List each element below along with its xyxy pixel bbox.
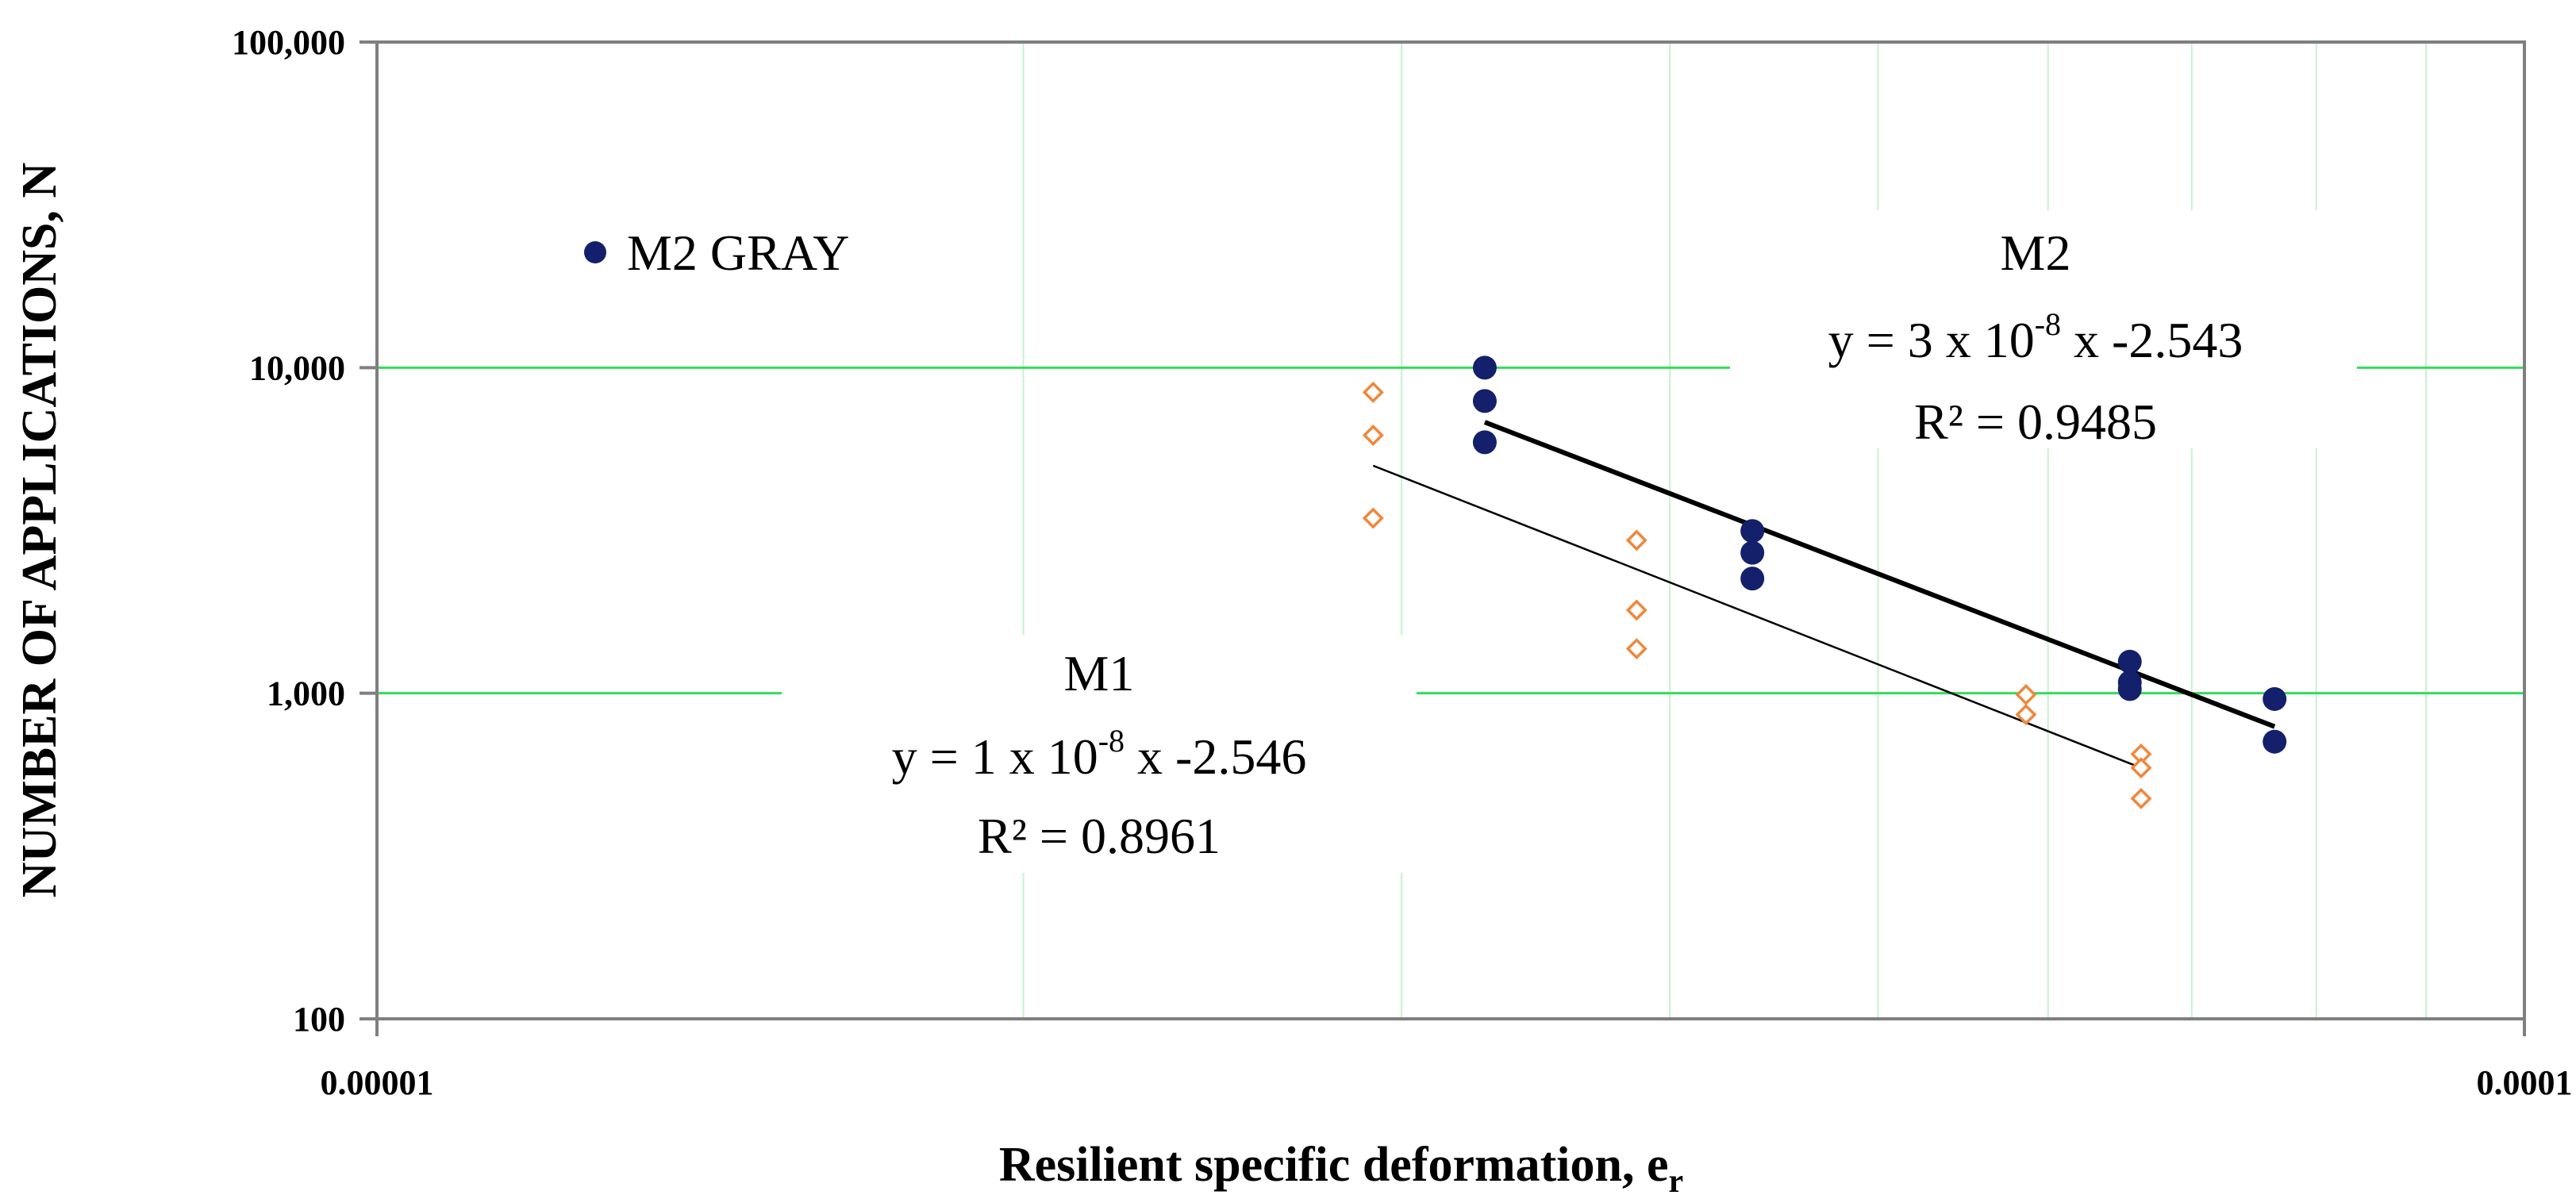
- trendlines: [1372, 420, 2276, 769]
- data-point-diamond: [2015, 683, 2037, 705]
- data-point-circle: [1740, 567, 1765, 591]
- data-point-circle: [2117, 677, 2142, 701]
- data-point-circle: [1472, 355, 1497, 380]
- legend: M2 GRAY: [584, 225, 849, 281]
- m1-exponent: -8: [1098, 723, 1125, 759]
- data-point-diamond: [2130, 787, 2152, 809]
- trendline-m2: [1483, 420, 2276, 729]
- m2-equation-label: M2 y = 3 x 10-8 x -2.543 R² = 0.9485: [1730, 210, 2357, 450]
- data-point-diamond: [1362, 425, 1384, 446]
- data-point-diamond: [1625, 599, 1647, 621]
- data-point-diamond: [1362, 507, 1384, 529]
- m1-label-background: [782, 635, 1417, 873]
- x-tick-label: 0.0001: [2477, 1063, 2573, 1102]
- data-point-circle: [1740, 519, 1765, 544]
- data-point-diamond: [2015, 704, 2037, 726]
- y-tick-label: 10,000: [249, 348, 345, 387]
- data-point-circle: [1472, 430, 1497, 455]
- m2-label-background: [1730, 210, 2357, 448]
- y-tick-label: 100: [293, 1000, 345, 1039]
- data-point-circle: [1740, 540, 1765, 565]
- y-tick-label: 1,000: [267, 674, 345, 713]
- m1-power: -2.546: [1175, 728, 1306, 785]
- m1-equation-label: M1 y = 1 x 10-8 x -2.546 R² = 0.8961: [782, 635, 1417, 873]
- y-axis-title: NUMBER OF APPLICATIONS, N: [13, 163, 67, 898]
- m1-coef: 1: [971, 728, 997, 785]
- data-point-circle: [2263, 686, 2287, 711]
- data-point-diamond: [1362, 381, 1384, 403]
- legend-marker-m2-gray: [584, 241, 606, 263]
- axes: [359, 40, 2526, 1036]
- data-point-circle: [1472, 389, 1497, 413]
- m2-title: M2: [2001, 225, 2071, 281]
- data-point-circle: [2263, 729, 2287, 754]
- plot-area-frame: [375, 40, 2526, 1020]
- data-point-diamond: [1625, 529, 1647, 551]
- tick-labels: 100 1,000 10,000 100,000 0.00001 0.0001: [232, 23, 2573, 1102]
- m1-title: M1: [1064, 645, 1135, 701]
- m2-coef: 3: [1908, 312, 1933, 368]
- x-axis-title-subscript: r: [1669, 1163, 1684, 1195]
- grid: [377, 42, 2524, 1019]
- data-point-circle: [2117, 649, 2142, 674]
- m2-r-squared: R² = 0.9485: [1914, 394, 2157, 450]
- y-tick-label: 100,000: [232, 23, 345, 62]
- data-point-diamond: [1625, 638, 1647, 660]
- m1-r-squared: R² = 0.8961: [978, 808, 1221, 864]
- data-points: [1362, 355, 2287, 809]
- x-axis-title: Resilient specific deformation, er: [999, 1138, 1683, 1195]
- m2-exponent: -8: [2035, 306, 2061, 342]
- m2-power: -2.543: [2112, 312, 2243, 368]
- data-point-diamond: [2130, 757, 2152, 779]
- x-tick-label: 0.00001: [321, 1063, 434, 1102]
- trendline-m1: [1372, 464, 2142, 769]
- legend-label-m2-gray: M2 GRAY: [627, 225, 849, 281]
- m2-equation: y = 3 x 10-8 x -2.543: [1828, 306, 2243, 368]
